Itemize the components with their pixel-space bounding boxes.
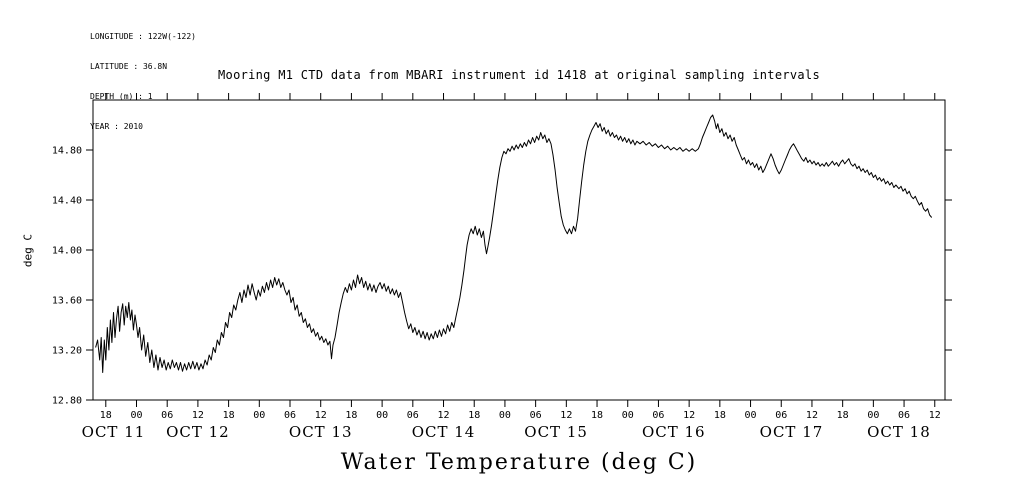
plot-title: Mooring M1 CTD data from MBARI instrumen…: [218, 68, 820, 82]
x-date-label: OCT 14: [412, 423, 476, 441]
station-metadata: LONGITUDE : 122W(-122) LATITUDE : 36.8N …: [90, 12, 196, 152]
x-tick-label: 00: [253, 410, 265, 421]
metadata-depth: DEPTH (m) : 1: [90, 92, 153, 101]
x-tick-label: 06: [284, 410, 296, 421]
metadata-latitude: LATITUDE : 36.8N: [90, 62, 168, 71]
x-tick-label: 06: [161, 410, 173, 421]
metadata-longitude: LONGITUDE : 122W(-122): [90, 32, 196, 41]
y-tick-label: 13.60: [52, 296, 82, 307]
x-tick-label: 12: [437, 410, 449, 421]
x-tick-label: 18: [345, 410, 357, 421]
x-date-label: OCT 17: [760, 423, 824, 441]
x-tick-label: 00: [499, 410, 511, 421]
x-tick-label: 12: [929, 410, 941, 421]
x-tick-label: 18: [837, 410, 849, 421]
x-tick-label: 18: [591, 410, 603, 421]
plot-frame: [92, 99, 946, 401]
y-tick-label: 14.80: [52, 146, 82, 157]
x-tick-label: 12: [560, 410, 572, 421]
x-date-label: OCT 15: [524, 423, 588, 441]
x-tick-label: 18: [100, 410, 112, 421]
metadata-year: YEAR : 2010: [90, 122, 143, 131]
y-tick-label: 12.80: [52, 396, 82, 407]
x-tick-label: 00: [622, 410, 634, 421]
x-tick-label: 18: [223, 410, 235, 421]
x-tick-label: 06: [898, 410, 910, 421]
x-date-label: OCT 13: [289, 423, 353, 441]
x-tick-label: 06: [652, 410, 664, 421]
x-tick-label: 12: [806, 410, 818, 421]
x-tick-label: 06: [775, 410, 787, 421]
x-date-label: OCT 11: [82, 423, 146, 441]
x-date-label: OCT 16: [642, 423, 706, 441]
x-date-label: OCT 12: [166, 423, 230, 441]
x-tick-label: 06: [530, 410, 542, 421]
x-tick-label: 00: [376, 410, 388, 421]
y-tick-label: 14.00: [52, 246, 82, 257]
x-axis-caption: Water Temperature (deg C): [340, 450, 698, 475]
x-tick-label: 00: [745, 410, 757, 421]
x-tick-label: 18: [468, 410, 480, 421]
x-tick-label: 18: [714, 410, 726, 421]
x-tick-label: 00: [867, 410, 879, 421]
x-tick-label: 00: [130, 410, 142, 421]
x-date-label: OCT 18: [867, 423, 931, 441]
y-tick-label: 14.40: [52, 196, 82, 207]
x-tick-label: 12: [315, 410, 327, 421]
temperature-series-line: [95, 114, 933, 373]
x-tick-label: 12: [683, 410, 695, 421]
y-tick-label: 13.20: [52, 346, 82, 357]
x-tick-label: 12: [192, 410, 204, 421]
x-tick-label: 06: [407, 410, 419, 421]
